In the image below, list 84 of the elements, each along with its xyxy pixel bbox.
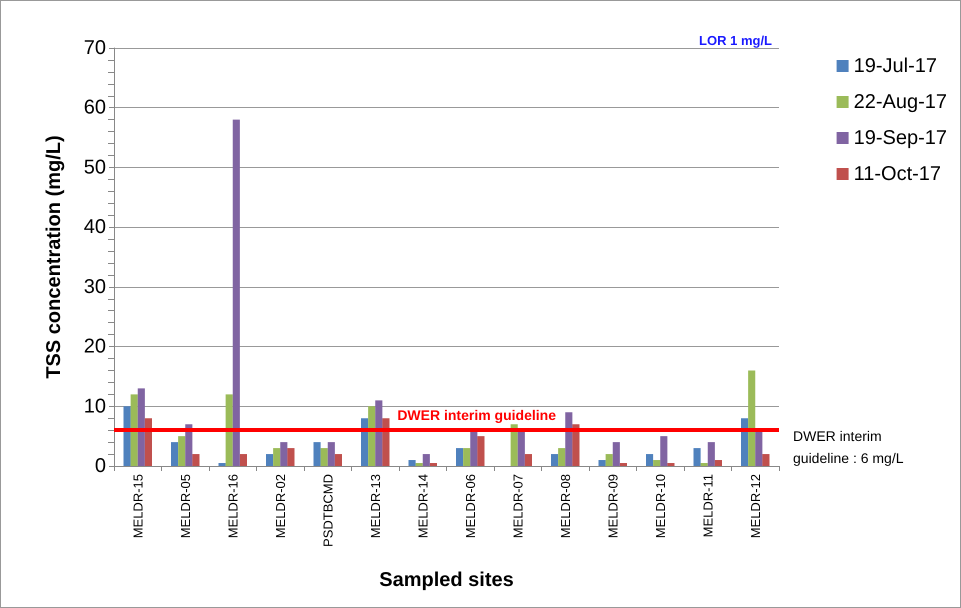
bar xyxy=(748,370,756,466)
bar xyxy=(328,442,335,466)
legend-label: 11-Oct-17 xyxy=(854,163,942,185)
bar xyxy=(463,448,470,466)
legend-label: 19-Jul-17 xyxy=(854,55,937,77)
bar xyxy=(518,430,525,466)
text: LOR 1 mg/L xyxy=(699,33,772,48)
bar xyxy=(226,394,233,466)
bar xyxy=(416,463,423,466)
bar xyxy=(287,448,294,466)
x-axis-title: Sampled sites xyxy=(379,569,514,591)
text: DWER interim guideline : 6 mg/L xyxy=(793,428,904,466)
bar xyxy=(382,418,390,466)
bar xyxy=(565,412,572,466)
bar xyxy=(700,463,708,466)
ref-line-label: DWER interim guideline xyxy=(397,407,556,424)
bar xyxy=(232,120,240,466)
bar xyxy=(124,406,131,466)
bar xyxy=(762,454,770,466)
x-tick-label: MELDR-09 xyxy=(605,474,620,538)
y-tick-label: 60 xyxy=(84,96,106,119)
bar xyxy=(408,460,416,466)
x-tick-label: PSDTBCMD xyxy=(320,474,336,547)
bar xyxy=(755,430,762,466)
bar xyxy=(192,454,200,466)
y-axis-title: TSS concentration (mg/L) xyxy=(43,135,65,379)
bar xyxy=(280,442,288,466)
bar xyxy=(334,454,342,466)
y-tick-label: 30 xyxy=(84,276,106,298)
x-tick-label: MELDR-06 xyxy=(462,474,478,538)
bar xyxy=(612,442,620,466)
bar xyxy=(314,442,321,466)
y-tick-label: 20 xyxy=(84,336,106,358)
legend-label: 22-Aug-17 xyxy=(854,91,948,113)
bar xyxy=(422,454,430,466)
y-tick-label: 0 xyxy=(94,455,106,477)
bar xyxy=(741,418,748,466)
x-tick-label: MELDR-15 xyxy=(130,474,146,538)
bar xyxy=(660,436,668,466)
y-tick-label: 10 xyxy=(84,395,106,418)
x-tick-label: MELDR-02 xyxy=(272,474,288,538)
x-tick-label: MELDR-05 xyxy=(178,474,193,538)
bar xyxy=(708,442,715,466)
bar xyxy=(470,430,478,466)
bar xyxy=(178,436,186,466)
bar xyxy=(130,394,138,466)
y-tick-label: 40 xyxy=(84,216,106,238)
bar xyxy=(620,463,627,466)
legend-label: 19-Sep-17 xyxy=(854,127,948,149)
bar xyxy=(551,454,558,466)
bar xyxy=(456,448,464,466)
bar xyxy=(273,448,280,466)
bar xyxy=(171,442,178,466)
bar xyxy=(430,463,437,466)
bar xyxy=(653,460,660,466)
bar xyxy=(667,463,674,466)
bar xyxy=(714,460,722,466)
bar xyxy=(218,463,226,466)
x-tick-label: MELDR-14 xyxy=(415,474,430,538)
bar xyxy=(240,454,247,466)
bar xyxy=(361,418,368,466)
x-tick-label: MELDR-08 xyxy=(558,474,573,538)
bar xyxy=(320,448,328,466)
x-tick-label: MELDR-10 xyxy=(652,474,668,538)
x-tick-label: MELDR-07 xyxy=(510,474,526,538)
bar xyxy=(510,424,518,466)
x-tick-label: MELDR-11 xyxy=(700,474,716,538)
y-tick-label: 70 xyxy=(84,37,106,59)
bar xyxy=(694,448,701,466)
x-tick-label: MELDR-16 xyxy=(225,474,240,538)
bar xyxy=(477,436,484,466)
bar xyxy=(144,418,152,466)
bar xyxy=(368,406,376,466)
bar xyxy=(375,400,382,466)
bar xyxy=(138,388,145,466)
bar xyxy=(266,454,274,466)
bar xyxy=(606,454,613,466)
x-tick-label: MELDR-13 xyxy=(368,474,383,538)
bar xyxy=(646,454,654,466)
bar xyxy=(598,460,606,466)
y-tick-label: 50 xyxy=(84,156,106,178)
x-tick-label: MELDR-12 xyxy=(748,474,763,538)
bar xyxy=(558,448,566,466)
bar xyxy=(524,454,532,466)
